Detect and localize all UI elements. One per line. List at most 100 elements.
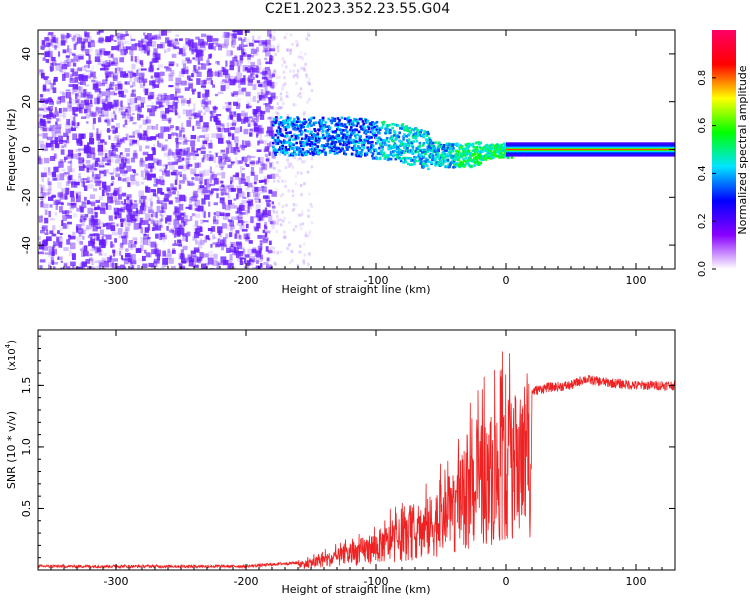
noise-cell — [220, 149, 226, 153]
noise-cell — [97, 144, 103, 152]
noise-cell — [229, 232, 233, 238]
noise-cell — [114, 127, 118, 134]
signal-cell — [321, 150, 324, 153]
noise-cell — [172, 243, 179, 246]
signal-cell — [305, 149, 309, 153]
signal-cell — [485, 144, 489, 147]
noise-cell — [191, 262, 196, 267]
noise-cell — [119, 46, 122, 53]
noise-cell — [44, 37, 50, 42]
noise-cell — [98, 196, 103, 201]
noise-cell — [216, 211, 221, 217]
noise-cell — [233, 205, 238, 209]
signal-cell — [452, 157, 455, 161]
signal-cell — [393, 142, 397, 146]
signal-cell — [364, 121, 368, 124]
noise-cell — [293, 142, 297, 146]
noise-cell — [262, 229, 266, 234]
noise-cell — [99, 187, 102, 190]
noise-cell — [263, 262, 269, 265]
noise-cell — [40, 192, 45, 198]
signal-cell — [436, 154, 440, 158]
noise-cell — [182, 69, 189, 75]
noise-cell — [197, 205, 204, 212]
noise-cell — [48, 248, 55, 256]
signal-cell — [290, 143, 294, 147]
signal-cell — [276, 130, 280, 134]
noise-cell — [242, 248, 246, 255]
noise-cell — [93, 233, 99, 236]
noise-cell — [230, 162, 234, 166]
noise-cell — [96, 226, 101, 229]
noise-cell — [307, 31, 310, 35]
noise-cell — [286, 247, 289, 251]
signal-cell — [274, 153, 277, 156]
noise-cell — [174, 38, 179, 42]
noise-cell — [66, 135, 69, 141]
noise-cell — [90, 71, 96, 78]
noise-cell — [273, 84, 277, 88]
noise-cell — [256, 260, 259, 264]
noise-cell — [98, 88, 101, 94]
signal-cell — [510, 156, 514, 159]
noise-cell — [303, 160, 307, 164]
signal-cell — [426, 145, 429, 149]
signal-cell — [318, 129, 321, 132]
snr-x-ticks: -300 -200 -100 0 100 — [50, 330, 663, 588]
noise-cell — [50, 56, 55, 61]
signal-cell — [347, 145, 351, 149]
noise-cell — [87, 207, 93, 214]
noise-cell — [83, 38, 88, 43]
noise-cell — [298, 92, 302, 95]
noise-cell — [71, 202, 77, 208]
noise-cell — [112, 104, 117, 111]
noise-cell — [38, 108, 45, 111]
noise-cell — [208, 142, 213, 149]
noise-cell — [265, 103, 271, 108]
signal-cell — [272, 120, 276, 124]
noise-cell — [152, 173, 155, 178]
noise-cell — [227, 219, 233, 222]
signal-cell — [473, 156, 476, 160]
noise-cell — [148, 218, 151, 221]
noise-cell — [65, 89, 71, 92]
noise-cell — [221, 43, 225, 49]
noise-cell — [151, 248, 157, 255]
noise-cell — [206, 126, 210, 131]
noise-cell — [202, 220, 209, 223]
signal-cell — [371, 121, 374, 124]
noise-cell — [233, 111, 236, 115]
noise-cell — [274, 262, 277, 266]
noise-cell — [231, 161, 235, 164]
noise-cell — [239, 113, 243, 116]
signal-cell — [343, 123, 347, 126]
noise-cell — [120, 242, 123, 248]
noise-cell — [211, 173, 217, 180]
noise-cell — [243, 233, 249, 240]
noise-cell — [75, 94, 81, 100]
noise-cell — [276, 102, 279, 106]
noise-cell — [61, 210, 67, 215]
noise-cell — [218, 137, 224, 144]
noise-cell — [76, 153, 81, 160]
spectrogram-x-ticks: -300 -200 -100 0 100 — [50, 30, 663, 287]
noise-cell — [269, 246, 275, 250]
noise-cell — [104, 153, 108, 158]
noise-cell — [84, 214, 89, 218]
noise-cell — [276, 251, 279, 255]
signal-cell — [474, 156, 478, 159]
noise-cell — [227, 133, 233, 136]
signal-cell — [392, 123, 395, 126]
noise-cell — [171, 152, 175, 155]
noise-cell — [82, 163, 85, 168]
signal-cell — [315, 139, 319, 143]
signal-cell — [432, 145, 436, 148]
noise-cell — [45, 42, 51, 47]
noise-cell — [220, 239, 225, 246]
signal-cell — [364, 152, 367, 156]
signal-cell — [389, 129, 392, 132]
noise-cell — [288, 221, 291, 224]
noise-cell — [130, 255, 133, 260]
noise-cell — [153, 48, 158, 56]
noise-cell — [151, 147, 156, 151]
